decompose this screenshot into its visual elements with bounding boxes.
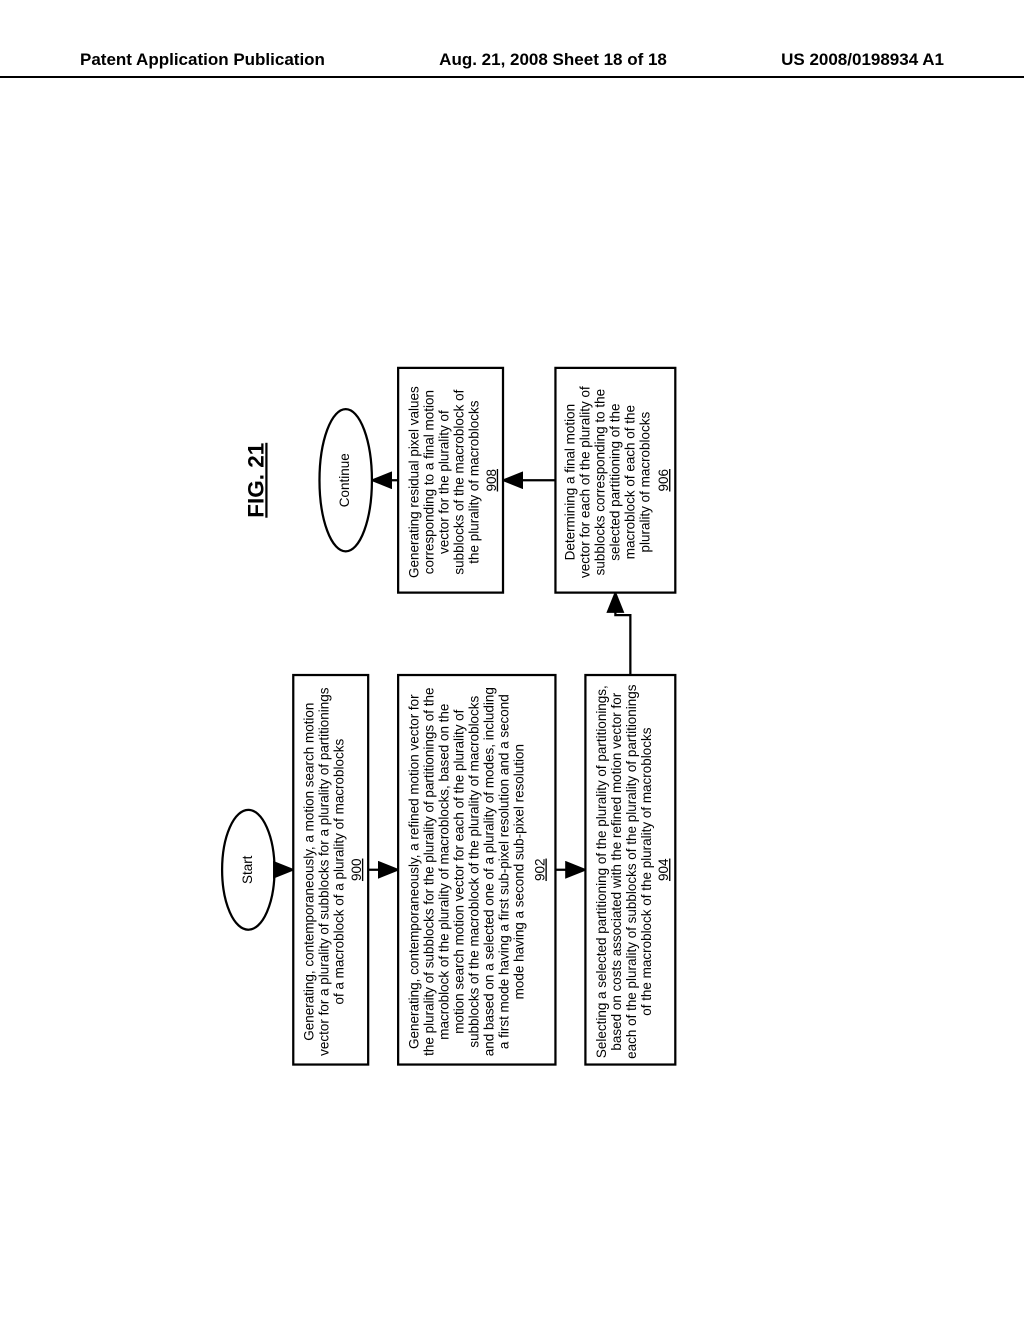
start-label: Start [240,855,255,884]
continue-label: Continue [337,453,352,507]
header-center: Aug. 21, 2008 Sheet 18 of 18 [439,50,667,70]
figure-title: FIG. 21 [243,443,268,518]
page-header: Patent Application Publication Aug. 21, … [0,50,1024,78]
arrow-904-906 [615,593,630,675]
flowchart-fig21: FIG. 21 Start Generating, contemporaneou… [0,278,1024,1102]
header-right: US 2008/0198934 A1 [781,50,944,70]
flowchart-svg: FIG. 21 Start Generating, contemporaneou… [0,278,1024,1102]
header-left: Patent Application Publication [80,50,325,70]
